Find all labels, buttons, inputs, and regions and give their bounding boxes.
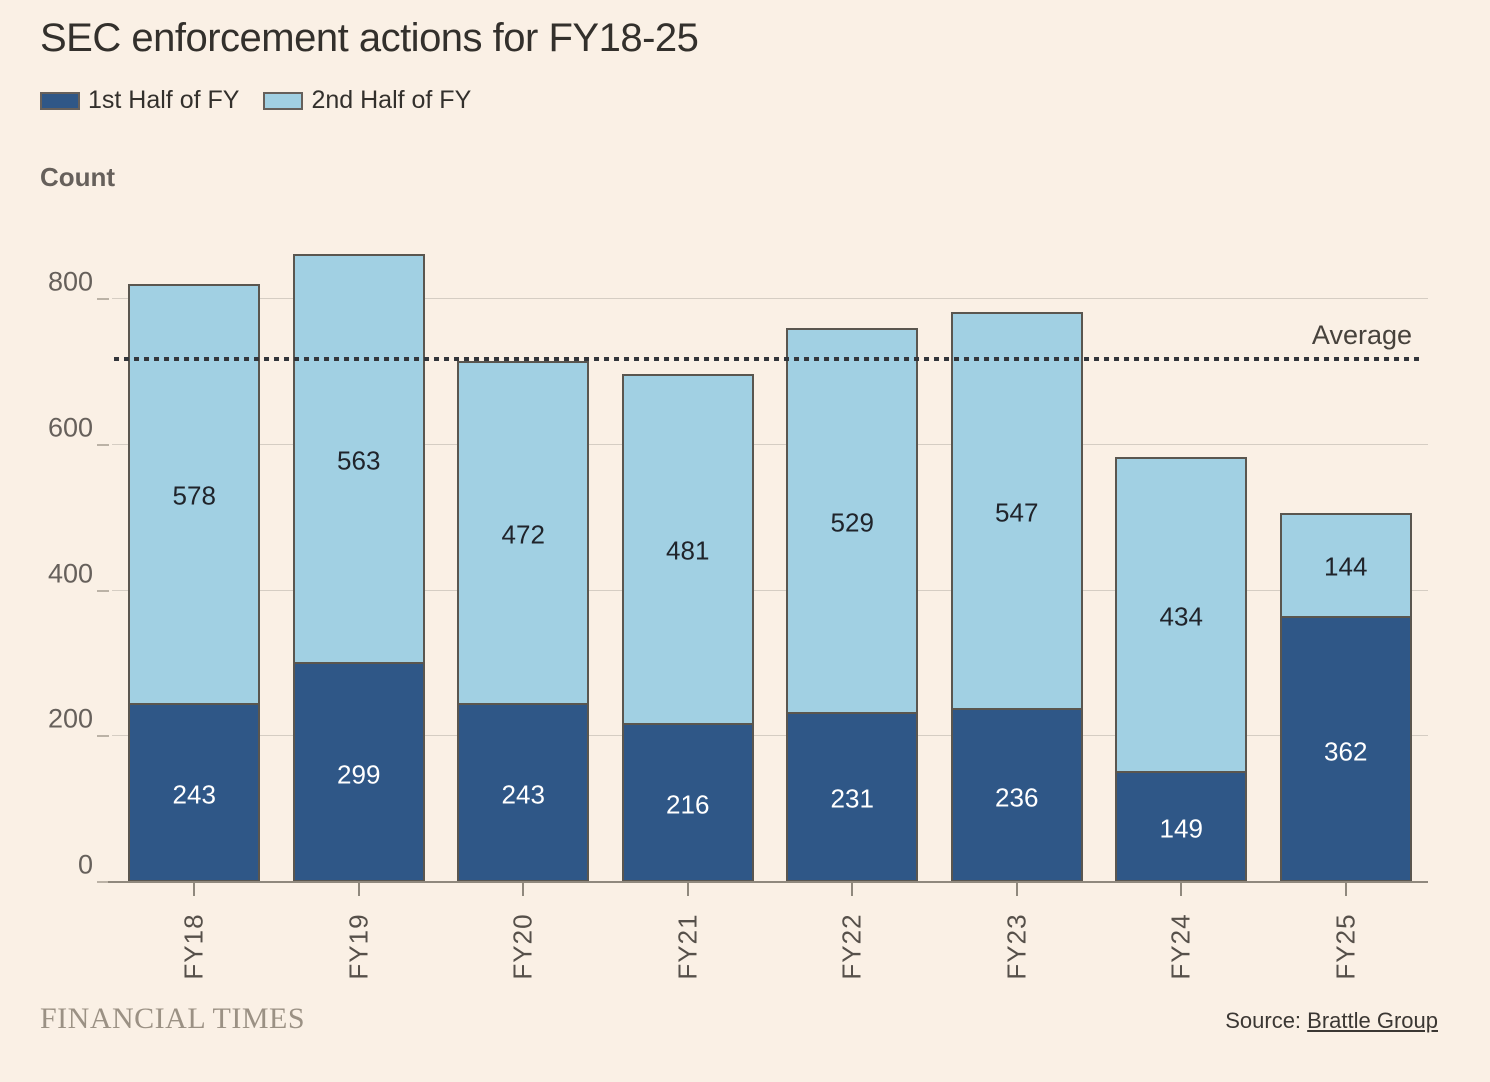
y-axis-tick bbox=[97, 881, 109, 883]
bar-FY19: 563 299 bbox=[292, 254, 425, 882]
gridline bbox=[112, 444, 1428, 446]
bar-segment-first-half-FY23 bbox=[952, 708, 1081, 880]
legend-item: 1st Half of FY bbox=[40, 86, 239, 115]
gridline bbox=[112, 589, 1428, 591]
bar-value-label: 481 bbox=[666, 535, 710, 566]
x-axis-tick bbox=[522, 882, 525, 896]
y-axis-tick-label: 400 bbox=[47, 558, 93, 589]
bar-value-label: 472 bbox=[501, 519, 545, 550]
y-axis-tick bbox=[97, 589, 109, 592]
legend-swatch-icon bbox=[263, 91, 304, 110]
bar-value-label: 236 bbox=[995, 782, 1039, 813]
y-axis-tick bbox=[97, 444, 109, 447]
x-axis-tick-label-text: FY24 bbox=[1165, 912, 1196, 980]
source-link[interactable]: Brattle Group bbox=[1307, 1008, 1438, 1033]
bar-value-label: 362 bbox=[1324, 736, 1368, 767]
x-axis-tick-label: FY18 bbox=[146, 898, 242, 994]
average-line bbox=[114, 356, 1422, 361]
x-axis-tick bbox=[851, 882, 854, 896]
legend-item: 2nd Half of FY bbox=[263, 86, 471, 115]
x-axis-tick-label-text: FY22 bbox=[836, 912, 867, 980]
bar-segment-first-half-FY22 bbox=[788, 712, 917, 880]
x-axis-tick-label: FY22 bbox=[804, 898, 900, 994]
bar-FY20: 472 243 bbox=[457, 361, 590, 882]
legend-swatch-icon bbox=[40, 91, 80, 110]
bar-value-label: 149 bbox=[1159, 813, 1203, 844]
bar-value-label: 144 bbox=[1324, 551, 1368, 582]
bar-segment-first-half-FY19 bbox=[294, 662, 423, 880]
x-axis-tick bbox=[1180, 882, 1183, 896]
chart-title: SEC enforcement actions for FY18-25 bbox=[40, 16, 699, 60]
plot-area: 0 200 400 600 800 578 243 FY18 563 299 FY19 472 243 F… bbox=[48, 252, 1428, 979]
x-axis-tick-label-text: FY21 bbox=[672, 912, 703, 980]
legend: 1st Half of FY 2nd Half of FY bbox=[40, 86, 471, 115]
x-axis-tick-label: FY23 bbox=[969, 898, 1065, 994]
gridline bbox=[112, 298, 1428, 300]
bar-segment-first-half-FY25 bbox=[1281, 616, 1410, 880]
x-axis-tick bbox=[193, 882, 196, 896]
x-axis-tick-label: FY24 bbox=[1133, 898, 1229, 994]
y-axis-tick-label: 800 bbox=[47, 266, 93, 297]
x-axis-tick-label: FY21 bbox=[640, 898, 736, 994]
x-axis-tick-label-text: FY23 bbox=[1001, 912, 1032, 980]
bar-FY23: 547 236 bbox=[950, 312, 1083, 882]
y-axis-title: Count bbox=[40, 162, 116, 192]
bar-segment-first-half-FY18 bbox=[130, 703, 259, 880]
x-axis-tick-label-text: FY18 bbox=[178, 912, 209, 980]
x-axis-tick bbox=[357, 882, 360, 896]
x-axis-line bbox=[108, 881, 1428, 883]
y-axis-tick-label: 0 bbox=[77, 849, 93, 880]
bar-value-label: 529 bbox=[830, 507, 874, 538]
x-axis-tick bbox=[686, 882, 689, 896]
x-axis-tick-label-text: FY20 bbox=[507, 912, 538, 980]
x-axis-tick-label: FY25 bbox=[1298, 898, 1394, 994]
gridline bbox=[112, 735, 1428, 737]
ft-brand-logo: FINANCIAL TIMES bbox=[40, 1002, 306, 1035]
y-axis-tick bbox=[97, 298, 109, 301]
bar-value-label: 231 bbox=[830, 783, 874, 814]
bar-value-label: 243 bbox=[172, 779, 216, 810]
bar-value-label: 434 bbox=[1159, 601, 1203, 632]
x-axis-tick bbox=[1344, 882, 1347, 896]
bar-value-label: 578 bbox=[172, 480, 216, 511]
bar-FY18: 578 243 bbox=[128, 284, 261, 882]
bar-FY21: 481 216 bbox=[621, 374, 754, 882]
source-prefix: Source: bbox=[1225, 1008, 1308, 1033]
x-axis-tick-label-text: FY19 bbox=[343, 912, 374, 980]
bar-segment-first-half-FY20 bbox=[459, 703, 588, 880]
bar-segment-first-half-FY21 bbox=[623, 723, 752, 880]
x-axis-tick bbox=[1015, 882, 1018, 896]
bar-value-label: 216 bbox=[666, 789, 710, 820]
y-axis-tick-label: 200 bbox=[47, 703, 93, 734]
bar-FY22: 529 231 bbox=[786, 328, 919, 882]
legend-item-label: 1st Half of FY bbox=[88, 86, 240, 114]
bar-FY24: 434 149 bbox=[1115, 457, 1248, 882]
bar-value-label: 299 bbox=[337, 759, 381, 790]
source-line: Source: Brattle Group bbox=[1225, 1008, 1438, 1034]
bar-value-label: 243 bbox=[501, 779, 545, 810]
x-axis-tick-label: FY19 bbox=[311, 898, 407, 994]
bar-value-label: 563 bbox=[337, 445, 381, 476]
legend-item-label: 2nd Half of FY bbox=[311, 86, 472, 114]
x-axis-tick-label: FY20 bbox=[475, 898, 571, 994]
average-line-label: Average bbox=[1311, 319, 1412, 350]
y-axis-tick-label: 600 bbox=[47, 412, 93, 443]
x-axis-tick-label-text: FY25 bbox=[1330, 912, 1361, 980]
bar-segment-first-half-FY24 bbox=[1117, 771, 1246, 880]
y-axis-tick bbox=[97, 735, 109, 738]
bar-FY25: 144 362 bbox=[1279, 513, 1412, 882]
bar-value-label: 547 bbox=[995, 497, 1039, 528]
